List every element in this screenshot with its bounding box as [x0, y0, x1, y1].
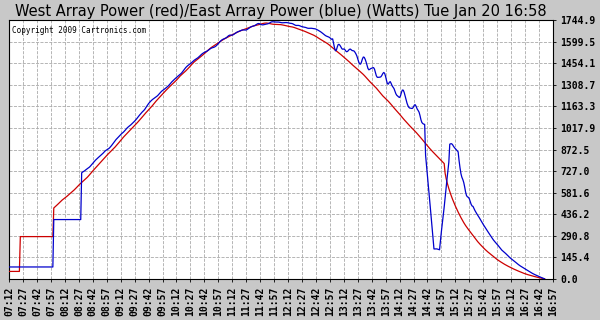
Text: Copyright 2009 Cartronics.com: Copyright 2009 Cartronics.com	[12, 26, 146, 35]
Title: West Array Power (red)/East Array Power (blue) (Watts) Tue Jan 20 16:58: West Array Power (red)/East Array Power …	[15, 4, 547, 19]
